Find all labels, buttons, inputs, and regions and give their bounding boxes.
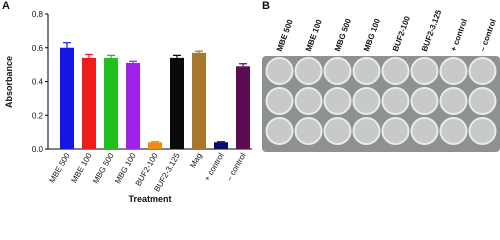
error-bar bbox=[63, 42, 71, 48]
x-tick-label: + control bbox=[202, 151, 225, 182]
bar bbox=[214, 142, 228, 149]
well bbox=[323, 117, 352, 145]
well bbox=[468, 57, 497, 85]
error-bar bbox=[107, 54, 115, 58]
y-axis-title: Absorbance bbox=[4, 56, 14, 108]
error-bar bbox=[173, 54, 181, 58]
well bbox=[439, 117, 468, 145]
well bbox=[265, 57, 294, 85]
well bbox=[381, 87, 410, 115]
x-tick-label: MBE 500 bbox=[47, 151, 72, 184]
bar bbox=[60, 47, 74, 149]
column-label: + control bbox=[449, 18, 469, 53]
panel-label: A bbox=[2, 0, 10, 12]
error-bar bbox=[217, 141, 225, 143]
well bbox=[439, 87, 468, 115]
well bbox=[265, 117, 294, 145]
error-bar bbox=[151, 141, 159, 143]
well bbox=[294, 117, 323, 145]
well bbox=[381, 117, 410, 145]
y-tick-label: 0.6 bbox=[32, 44, 44, 53]
well bbox=[352, 87, 381, 115]
y-tick-label: 0.4 bbox=[32, 78, 44, 87]
well bbox=[323, 57, 352, 85]
error-bar bbox=[195, 50, 203, 53]
well bbox=[381, 57, 410, 85]
figure: A B Absorbance Treatment 0.0 0.2 0.4 0.6 0.8… bbox=[2, 0, 500, 204]
column-label: MBE 500 bbox=[275, 18, 295, 53]
well bbox=[294, 57, 323, 85]
bar bbox=[148, 142, 162, 149]
bar bbox=[82, 57, 96, 149]
well bbox=[468, 87, 497, 115]
x-axis-title: Treatment bbox=[128, 194, 171, 204]
column-label: – control bbox=[478, 18, 498, 53]
bar bbox=[236, 66, 250, 149]
well bbox=[410, 57, 439, 85]
column-label: BUF2-3.125 bbox=[420, 8, 444, 53]
well bbox=[323, 87, 352, 115]
y-tick-label: 0.2 bbox=[32, 111, 44, 120]
error-bar bbox=[239, 63, 247, 67]
error-bar bbox=[85, 53, 93, 58]
bar bbox=[192, 52, 206, 149]
column-label: BUF2-100 bbox=[391, 14, 412, 52]
x-tick-label: – control bbox=[225, 151, 248, 182]
well bbox=[410, 87, 439, 115]
panel-label: B bbox=[262, 0, 270, 12]
column-label: MBG 500 bbox=[333, 17, 353, 53]
bar bbox=[170, 57, 184, 149]
well bbox=[352, 117, 381, 145]
y-tick-label: 0.8 bbox=[32, 10, 44, 19]
x-tick-label: MBG 100 bbox=[113, 151, 138, 185]
well bbox=[265, 87, 294, 115]
wells bbox=[265, 57, 497, 145]
error-bar bbox=[129, 60, 137, 63]
x-tick-label: MBE 100 bbox=[69, 151, 94, 184]
bar bbox=[104, 57, 118, 149]
well bbox=[468, 117, 497, 145]
x-tick-label: MBG 500 bbox=[91, 151, 116, 185]
column-label: MBE 100 bbox=[304, 18, 324, 53]
bar bbox=[126, 62, 140, 149]
well bbox=[294, 87, 323, 115]
well bbox=[439, 57, 468, 85]
column-label: MBG 100 bbox=[362, 17, 382, 53]
well bbox=[352, 57, 381, 85]
x-tick-label: Mag bbox=[188, 152, 204, 170]
y-tick-label: 0.0 bbox=[32, 145, 44, 154]
well bbox=[410, 117, 439, 145]
